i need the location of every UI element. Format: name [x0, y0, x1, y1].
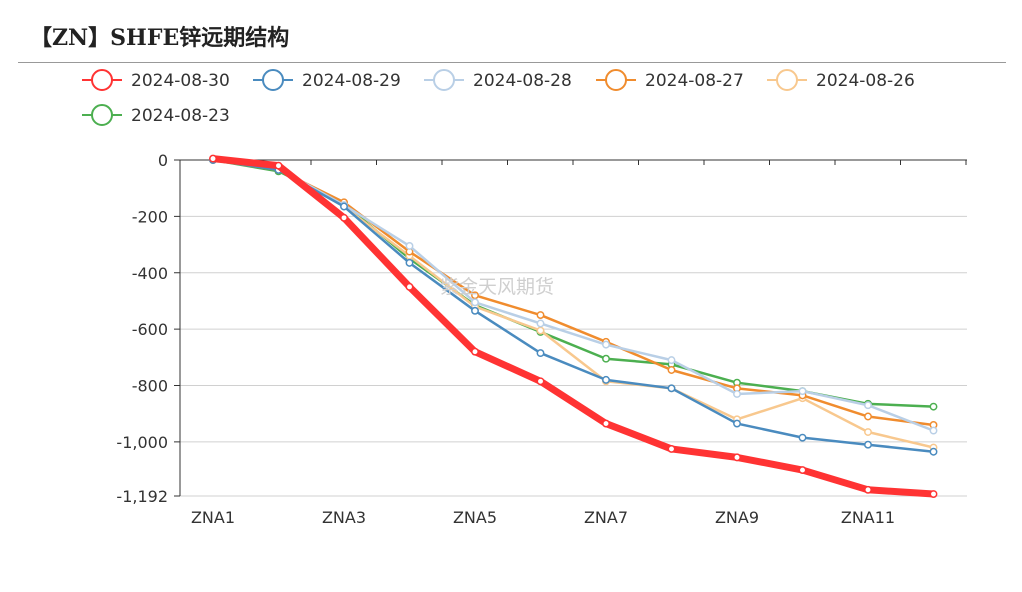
legend-marker [433, 69, 455, 91]
data-point [340, 202, 348, 211]
data-point [602, 419, 610, 428]
legend-marker [91, 104, 113, 126]
data-point [733, 390, 741, 398]
legend-item[interactable]: 2024-08-23 [82, 104, 230, 126]
y-tick-label: -200 [132, 207, 168, 226]
legend-label: 2024-08-26 [816, 71, 915, 91]
data-point [929, 447, 938, 456]
legend-item[interactable]: 2024-08-30 [82, 69, 230, 91]
x-tick-label: ZNA7 [584, 508, 628, 527]
x-tick-label: ZNA1 [191, 508, 235, 527]
data-point [536, 311, 545, 319]
y-tick-label: 0 [158, 151, 168, 170]
data-point [536, 349, 545, 358]
data-point [667, 356, 676, 365]
data-point [602, 354, 610, 363]
y-tick-label: -400 [132, 264, 168, 283]
legend-label: 2024-08-27 [645, 71, 744, 91]
legend-marker [262, 69, 284, 91]
legend: 2024-08-30 2024-08-29 2024-08-28 2024-08-27… [82, 69, 915, 126]
legend-item[interactable]: 2024-08-26 [767, 69, 915, 91]
data-point [929, 490, 938, 498]
series-line [211, 158, 935, 427]
data-point [405, 282, 414, 291]
data-point [602, 340, 610, 349]
data-point [536, 326, 545, 335]
data-point [864, 440, 872, 449]
watermark: 紫金天风期货 [440, 276, 555, 298]
data-point [667, 366, 676, 374]
data-point [733, 453, 741, 462]
legend-marker [91, 69, 113, 91]
legend-item[interactable]: 2024-08-28 [424, 69, 572, 91]
y-tick-label: -1,192 [116, 487, 168, 506]
data-point [798, 387, 807, 396]
data-point [536, 319, 545, 328]
data-point [536, 377, 545, 386]
data-point [405, 258, 414, 267]
data-point [471, 306, 479, 315]
legend-marker [605, 69, 627, 91]
legend-label: 2024-08-30 [131, 71, 230, 91]
data-point [864, 401, 872, 410]
legend-label: 2024-08-28 [473, 71, 572, 91]
legend-marker [776, 69, 798, 91]
data-point [209, 154, 217, 163]
data-point [733, 419, 741, 428]
title-divider [18, 62, 1006, 63]
legend-item[interactable]: 2024-08-29 [253, 69, 401, 91]
series-line [209, 155, 937, 498]
data-point [929, 402, 938, 411]
data-point [864, 485, 872, 494]
data-point [471, 298, 479, 307]
x-tick-label: ZNA5 [453, 508, 497, 527]
series-line [211, 158, 935, 453]
data-point [405, 242, 414, 250]
legend-item[interactable]: 2024-08-27 [596, 69, 744, 91]
y-tick-label: -800 [132, 377, 168, 396]
data-point [471, 347, 479, 356]
data-point [667, 444, 676, 453]
chart-title: 【ZN】SHFE锌远期结构 [30, 25, 290, 51]
data-point [798, 466, 807, 475]
data-point [274, 161, 283, 170]
data-point [864, 428, 872, 436]
y-tick-label: -600 [132, 320, 168, 339]
data-point [798, 433, 807, 442]
series-lines [209, 154, 938, 498]
data-point [864, 412, 872, 421]
x-tick-label: ZNA3 [322, 508, 366, 527]
axes: 0 -200 -400 -600 -800 -1,000 -1,192 ZNA1 ZNA3 ZNA… [116, 151, 967, 527]
data-point [929, 426, 938, 435]
legend-label: 2024-08-23 [131, 106, 230, 126]
x-tick-label: ZNA9 [715, 508, 759, 527]
legend-label: 2024-08-29 [302, 71, 401, 91]
data-point [667, 384, 676, 393]
data-point [340, 213, 348, 222]
data-point [602, 375, 610, 384]
x-tick-label: ZNA11 [841, 508, 895, 527]
y-tick-label: -1,000 [116, 433, 168, 452]
